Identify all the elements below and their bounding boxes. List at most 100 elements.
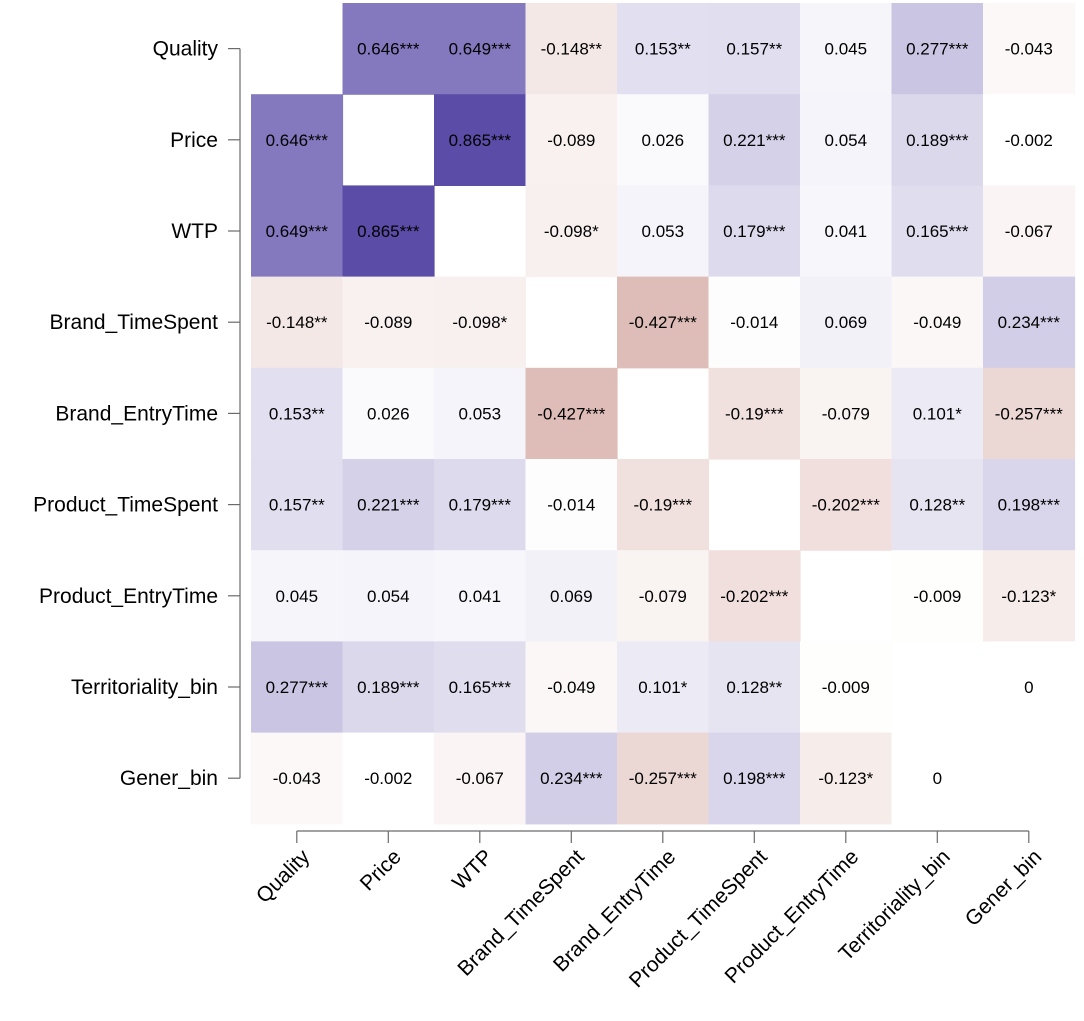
heatmap-cell [342,276,435,369]
cell-value-label: 0.054 [367,587,410,606]
heatmap-cell [434,641,527,734]
cell-value-label: 0.179*** [723,222,786,241]
heatmap-cell [342,550,435,642]
heatmap-cell [983,459,1076,551]
cell-value-label: -0.009 [822,678,870,697]
heatmap-cell [251,367,344,460]
heatmap-cell [342,367,435,460]
heatmap-cell [617,185,710,278]
x-tick-label: WTP [448,845,497,894]
heatmap-cell [617,641,710,734]
cell-value-label: 0.053 [642,222,685,241]
heatmap-cell [800,276,893,369]
cell-value-label: 0.865*** [449,131,512,150]
cell-value-label: 0.026 [367,404,410,423]
cell-value-label: -0.079 [639,587,687,606]
heatmap-cell [434,732,527,825]
cell-value-label: 0.189*** [906,131,969,150]
cell-value-label: 0.026 [642,131,685,150]
cell-value-label: 0.198*** [723,769,786,788]
cell-value-label: 0.054 [825,131,868,150]
heatmap-cell [800,732,893,825]
cell-value-label: 0.041 [459,587,502,606]
cell-value-label: 0.179*** [449,496,512,515]
cell-value-label: 0.153** [635,40,691,59]
cell-value-label: 0.234*** [998,313,1061,332]
x-tick-label: Quality [252,845,315,908]
heatmap-cell [434,94,527,186]
heatmap-cell [342,3,435,95]
cell-value-label: 0.646*** [266,131,329,150]
cell-value-label: 0 [1024,678,1033,697]
cell-value-label: 0.128** [909,496,965,515]
heatmap-cell [251,94,344,186]
heatmap-cell [983,3,1076,95]
heatmap-cell [708,3,801,95]
cell-value-label: 0.157** [269,496,325,515]
heatmap-cell [342,641,435,734]
cell-value-label: -0.049 [913,313,961,332]
heatmap-cell [251,732,344,825]
heatmap-cell [891,732,984,825]
heatmap-cell [525,550,618,642]
heatmap-cell [891,94,984,186]
heatmap-cell [617,94,710,186]
heatmap-cell [525,3,618,95]
heatmap-cell [434,276,527,369]
heatmap-cell [617,276,710,369]
y-tick-label: Product_EntryTime [39,585,218,608]
heatmap-cell [342,459,435,551]
cell-value-label: -0.427*** [629,313,697,332]
y-tick-label: Territoriality_bin [71,676,218,699]
heatmap-cell [891,185,984,278]
y-tick-label: WTP [171,220,218,243]
heatmap-cell [983,550,1076,642]
cell-value-label: -0.002 [364,769,412,788]
heatmap-cell [617,550,710,642]
heatmap-cell [434,3,527,95]
heatmap-cell [891,276,984,369]
cell-value-label: -0.043 [1005,40,1053,59]
heatmap-cell [708,641,801,734]
heatmap-cell [251,276,344,369]
cell-value-label: 0.865*** [357,222,420,241]
cell-value-label: -0.257*** [995,404,1063,423]
x-tick-label: Price [356,845,406,895]
heatmap-cell [708,732,801,825]
heatmap-cell [891,3,984,95]
heatmap-cell [525,459,618,551]
cell-value-label: -0.098* [544,222,599,241]
cell-value-label: 0.053 [459,404,502,423]
heatmap-cells: 0.646*** 0.649*** -0.148** 0.153** 0.157** 0.… [251,3,1076,825]
cell-value-label: 0.234*** [540,769,603,788]
heatmap-cell [617,732,710,825]
heatmap-cell [525,732,618,825]
heatmap-cell [708,185,801,278]
cell-value-label: -0.067 [1005,222,1053,241]
heatmap-cell [617,3,710,95]
cell-value-label: -0.043 [273,769,321,788]
cell-value-label: -0.089 [547,131,595,150]
cell-value-label: -0.123* [818,769,873,788]
heatmap-cell [983,276,1076,369]
heatmap-cell [525,367,618,460]
cell-value-label: 0.045 [825,40,868,59]
y-tick-label: Product_TimeSpent [33,494,218,517]
heatmap-cell [800,185,893,278]
heatmap-cell [891,550,984,642]
heatmap-cell [251,641,344,734]
heatmap-cell [891,367,984,460]
heatmap-cell [251,550,344,642]
heatmap-cell [708,94,801,186]
cell-value-label: 0.069 [825,313,868,332]
cell-value-label: 0.649*** [449,40,512,59]
heatmap-cell [708,276,801,369]
cell-value-label: -0.148** [266,313,328,332]
cell-value-label: -0.123* [1001,587,1056,606]
heatmap-cell [525,185,618,278]
cell-value-label: -0.202*** [720,587,788,606]
cell-value-label: 0.165*** [449,678,512,697]
cell-value-label: 0.277*** [906,40,969,59]
heatmap-cell [891,459,984,551]
heatmap-cell [800,94,893,186]
